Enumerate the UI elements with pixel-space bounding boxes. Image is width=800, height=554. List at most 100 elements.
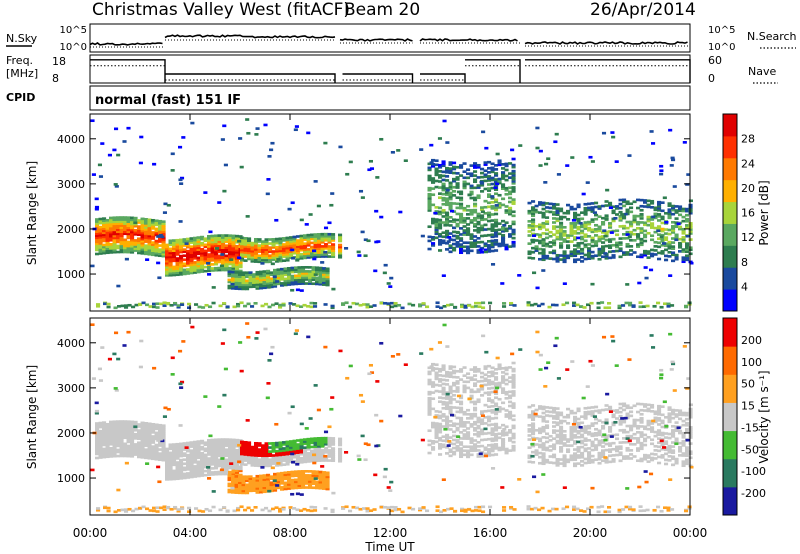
velocity-cell <box>534 443 539 446</box>
velocity-cell <box>228 442 233 446</box>
velocity-cell <box>228 446 233 450</box>
power-cell <box>276 274 281 278</box>
power-cell <box>214 234 219 238</box>
velocity-cell <box>303 458 308 462</box>
power-cell <box>576 250 581 253</box>
power-cell <box>473 218 478 222</box>
power-cell <box>145 303 150 307</box>
velocity-cell <box>140 429 145 433</box>
power-cell <box>622 214 627 218</box>
velocity-cell <box>327 459 332 462</box>
power-cell <box>429 143 434 147</box>
velocity-cell <box>207 441 212 444</box>
velocity-cell <box>261 446 266 449</box>
power-cell <box>501 175 506 178</box>
velocity-cell <box>480 418 485 422</box>
power-cell <box>566 244 571 247</box>
power-cell <box>217 248 222 252</box>
power-cell <box>434 218 439 221</box>
power-cell <box>508 192 513 196</box>
power-cell <box>254 133 259 136</box>
power-cell <box>130 234 135 238</box>
velocity-cell <box>280 475 285 479</box>
power-cell <box>374 240 379 244</box>
power-cell <box>161 228 166 232</box>
velocity-cell <box>234 479 239 482</box>
velocity-cell <box>235 463 240 466</box>
power-cell <box>290 276 295 280</box>
velocity-cell <box>268 442 273 445</box>
velocity-cell <box>531 416 536 419</box>
power-cell <box>137 219 142 222</box>
velocity-cell <box>541 456 546 459</box>
power-cell <box>469 219 474 222</box>
power-cell <box>438 226 443 230</box>
velocity-cell <box>196 456 201 460</box>
power-cell <box>494 228 499 232</box>
power-cell <box>211 301 216 305</box>
power-cell <box>224 266 229 270</box>
velocity-cell <box>285 458 290 462</box>
velocity-cell <box>200 460 205 463</box>
velocity-cell <box>247 453 252 457</box>
velocity-cell <box>604 460 609 464</box>
power-cell <box>469 208 474 212</box>
velocity-cell <box>583 406 588 410</box>
velocity-cell <box>555 417 560 421</box>
power-cell <box>168 241 173 245</box>
power-cell <box>511 169 516 173</box>
velocity-cell <box>214 448 219 452</box>
velocity-cell <box>95 426 100 429</box>
power-cell <box>466 208 471 212</box>
velocity-cell <box>476 432 481 436</box>
power-cell <box>257 258 262 262</box>
power-cell <box>165 259 170 263</box>
power-cell <box>548 251 553 254</box>
velocity-cell <box>144 424 149 427</box>
velocity-cell <box>269 487 274 491</box>
power-cell <box>112 226 117 230</box>
velocity-cell <box>494 434 499 438</box>
velocity-cell <box>254 454 259 457</box>
velocity-cell <box>231 474 236 478</box>
velocity-cell <box>545 448 550 452</box>
velocity-cell <box>105 449 110 452</box>
velocity-cell <box>186 461 191 465</box>
power-cell <box>681 258 686 262</box>
velocity-cell <box>445 421 450 425</box>
velocity-cell <box>480 432 485 436</box>
power-cell <box>466 213 471 216</box>
power-cell <box>317 245 322 248</box>
power-cell <box>541 254 546 258</box>
velocity-cell <box>287 485 292 488</box>
velocity-cell <box>494 443 499 446</box>
velocity-cell <box>448 371 453 374</box>
power-cell <box>297 276 302 279</box>
velocity-cell <box>331 449 336 452</box>
power-cell <box>147 226 152 230</box>
power-cell <box>182 270 187 274</box>
power-cell <box>299 236 304 240</box>
velocity-cell <box>511 414 516 418</box>
power-cell <box>582 306 587 309</box>
power-cell <box>275 280 280 283</box>
power-cell <box>95 224 100 227</box>
power-cell <box>572 301 577 305</box>
power-cell <box>324 236 329 240</box>
velocity-cell <box>140 431 145 435</box>
power-cell <box>247 245 252 249</box>
power-cell <box>445 215 450 219</box>
power-cell <box>576 242 581 245</box>
power-cell <box>462 184 467 188</box>
velocity-cell <box>310 451 315 455</box>
velocity-cell <box>252 483 257 486</box>
power-cell <box>140 250 145 253</box>
velocity-cell <box>469 376 474 380</box>
power-cell <box>140 243 145 247</box>
velocity-cell <box>95 442 100 446</box>
velocity-cell <box>280 488 285 491</box>
velocity-cell <box>182 452 187 455</box>
velocity-cell <box>235 471 240 474</box>
velocity-cell <box>452 446 457 450</box>
